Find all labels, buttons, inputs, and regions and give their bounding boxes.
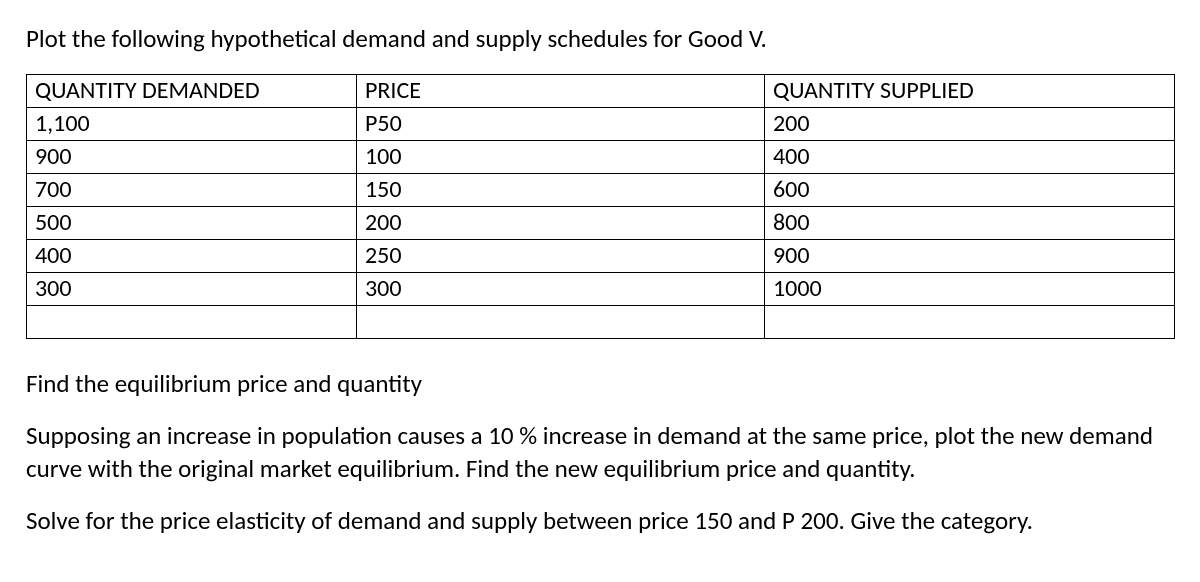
header-cell: PRICE bbox=[357, 74, 765, 107]
cell: 400 bbox=[765, 140, 1175, 173]
cell: 700 bbox=[27, 173, 357, 206]
table-row bbox=[27, 305, 1175, 338]
cell: 900 bbox=[27, 140, 357, 173]
cell: 1,100 bbox=[27, 107, 357, 140]
cell bbox=[765, 305, 1175, 338]
cell: 250 bbox=[357, 239, 765, 272]
intro-text: Plot the following hypothetical demand a… bbox=[26, 22, 1174, 56]
cell: 100 bbox=[357, 140, 765, 173]
cell: 1000 bbox=[765, 272, 1175, 305]
table-row: 1,100 P50 200 bbox=[27, 107, 1175, 140]
cell bbox=[27, 305, 357, 338]
question-1: Find the equilibrium price and quantity bbox=[26, 367, 1174, 401]
cell: 800 bbox=[765, 206, 1175, 239]
header-cell: QUANTITY SUPPLIED bbox=[765, 74, 1175, 107]
table-row: QUANTITY DEMANDED PRICE QUANTITY SUPPLIE… bbox=[27, 74, 1175, 107]
schedule-table: QUANTITY DEMANDED PRICE QUANTITY SUPPLIE… bbox=[26, 74, 1175, 339]
header-cell: QUANTITY DEMANDED bbox=[27, 74, 357, 107]
cell: 600 bbox=[765, 173, 1175, 206]
cell: 150 bbox=[357, 173, 765, 206]
table-row: 400 250 900 bbox=[27, 239, 1175, 272]
cell: 900 bbox=[765, 239, 1175, 272]
cell: 500 bbox=[27, 206, 357, 239]
question-3: Solve for the price elasticity of demand… bbox=[26, 504, 1174, 538]
cell: 200 bbox=[357, 206, 765, 239]
table-row: 700 150 600 bbox=[27, 173, 1175, 206]
cell bbox=[357, 305, 765, 338]
cell: 300 bbox=[357, 272, 765, 305]
cell: 400 bbox=[27, 239, 357, 272]
cell: 200 bbox=[765, 107, 1175, 140]
table-row: 900 100 400 bbox=[27, 140, 1175, 173]
table-row: 300 300 1000 bbox=[27, 272, 1175, 305]
table-row: 500 200 800 bbox=[27, 206, 1175, 239]
question-2: Supposing an increase in population caus… bbox=[26, 419, 1174, 487]
cell: 300 bbox=[27, 272, 357, 305]
cell: P50 bbox=[357, 107, 765, 140]
